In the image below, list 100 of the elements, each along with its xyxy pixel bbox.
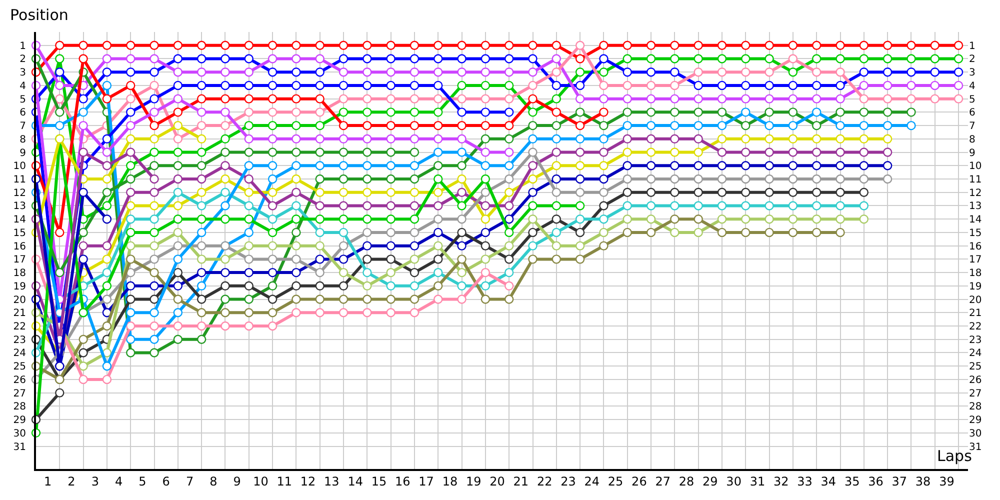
point [528, 94, 538, 104]
point [102, 321, 112, 331]
point [788, 108, 798, 117]
point [717, 228, 727, 238]
point [646, 174, 656, 184]
point [882, 94, 892, 104]
point [788, 67, 798, 77]
point [410, 241, 420, 250]
point [457, 108, 466, 117]
point [338, 134, 348, 144]
point [575, 188, 585, 197]
point [126, 134, 136, 144]
point [434, 108, 443, 117]
point [220, 120, 230, 130]
point [741, 201, 750, 210]
point [954, 40, 964, 50]
point [244, 294, 254, 304]
point [812, 134, 822, 144]
point [859, 67, 869, 77]
y-tick-label: 12 [13, 188, 26, 199]
point [504, 161, 514, 170]
x-tick-label: 19 [466, 474, 482, 488]
point [78, 362, 88, 371]
point [812, 148, 822, 157]
point [268, 241, 278, 250]
point [480, 94, 490, 104]
point [220, 254, 230, 264]
point [315, 148, 324, 157]
point [694, 134, 703, 144]
point [150, 281, 159, 291]
y2-tick-label: 8 [969, 134, 976, 146]
point [836, 161, 845, 170]
point [599, 94, 608, 104]
x-tick-label: 12 [300, 474, 316, 488]
point [599, 241, 608, 250]
y-tick-label: 26 [13, 374, 26, 386]
y-tick-label: 1 [20, 40, 26, 52]
point [338, 201, 348, 210]
point [741, 188, 750, 197]
y2-tick-label: 5 [969, 94, 976, 106]
y2-tick-label: 4 [969, 80, 976, 92]
x-tick-label: 35 [844, 474, 860, 488]
point [859, 214, 869, 224]
point [410, 268, 420, 278]
point [315, 134, 324, 144]
point [150, 201, 159, 210]
point [764, 148, 774, 157]
point [362, 67, 372, 77]
point [859, 108, 869, 117]
point [196, 40, 206, 50]
point [338, 268, 348, 278]
point [504, 294, 514, 304]
point [788, 134, 798, 144]
point [457, 174, 466, 184]
point [836, 188, 845, 197]
point [292, 308, 301, 318]
point [126, 228, 136, 238]
point [670, 67, 680, 77]
point [764, 188, 774, 197]
point [410, 281, 420, 291]
point [812, 67, 822, 77]
point [480, 201, 490, 210]
point [552, 108, 562, 117]
point [528, 161, 538, 170]
point [173, 268, 183, 278]
point [528, 134, 538, 144]
point [315, 254, 324, 264]
point [504, 120, 514, 130]
point [126, 348, 136, 358]
point [338, 294, 348, 304]
point [882, 67, 892, 77]
point [859, 188, 869, 197]
point [220, 80, 230, 90]
point [836, 108, 845, 117]
point [859, 148, 869, 157]
x-tick-label: 1 [44, 474, 52, 488]
point [764, 174, 774, 184]
point [670, 54, 680, 64]
point [244, 268, 254, 278]
point [599, 67, 608, 77]
point [102, 161, 112, 170]
y-tick-label: 4 [20, 80, 26, 92]
point [764, 80, 774, 90]
x-tick-label: 30 [726, 474, 742, 488]
x-tick-label: 14 [348, 474, 363, 488]
point [315, 120, 324, 130]
point [244, 188, 254, 197]
point [552, 67, 562, 77]
point [268, 120, 278, 130]
point [268, 80, 278, 90]
point [504, 67, 514, 77]
point [410, 308, 420, 318]
point [126, 108, 136, 117]
point [859, 161, 869, 170]
point [788, 94, 798, 104]
point [102, 241, 112, 250]
point [196, 54, 206, 64]
point [528, 188, 538, 197]
x-tick-label: 15 [371, 474, 387, 488]
point [315, 94, 324, 104]
